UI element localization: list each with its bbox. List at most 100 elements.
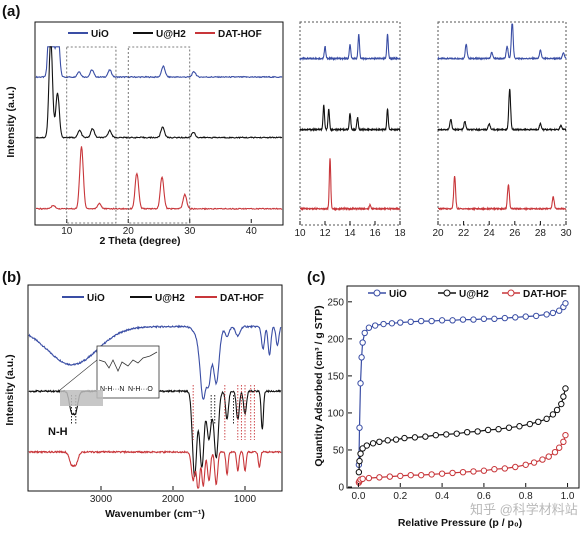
isotherm-legend-marker-uio	[373, 289, 381, 297]
isotherm-legend-label-u-h2: U@H2	[459, 289, 489, 300]
ftir-series-dat-hof-line	[28, 449, 282, 489]
isotherm-point-uio	[358, 354, 365, 361]
isotherm-point-dat-hof	[365, 474, 373, 482]
isotherm-point-u-h2	[355, 468, 363, 476]
isotherm-point-dat-hof	[470, 468, 477, 475]
x-tick-label-30: 30	[560, 228, 572, 239]
isotherm-y-axis-title: Quantity Adsorbed (cm³ / g STP)	[313, 305, 325, 466]
xrd-series-dat-hof-line	[300, 158, 401, 212]
isotherm-point-uio	[512, 314, 519, 321]
isotherm-point-uio	[371, 322, 379, 329]
isotherm-point-uio	[491, 315, 498, 323]
isotherm-point-uio	[449, 317, 456, 324]
isotherm-point-uio	[359, 339, 366, 346]
panel-a-frame	[34, 21, 284, 226]
isotherm-point-dat-hof	[539, 456, 546, 463]
isotherm-point-u-h2	[558, 400, 565, 408]
zoom-region-box-1	[66, 46, 117, 224]
isotherm-legend-label-uio: UiO	[389, 289, 407, 300]
x-tick-label-26: 26	[509, 228, 521, 239]
ftir-legend-label-u-h2: U@H2	[155, 293, 185, 304]
isotherm-point-dat-hof	[407, 471, 414, 479]
isotherm-point-dat-hof	[417, 471, 425, 479]
isotherm-point-dat-hof	[449, 469, 456, 477]
isotherm-point-uio	[397, 319, 404, 326]
xrd-zoom-1-plot: 10 12 14 16 18	[294, 21, 406, 239]
isotherm-point-dat-hof	[560, 438, 567, 446]
panel-c-isotherm: (c) 0.0 0.2 0.4 0.6 0.8 1.0 0 50 100 150 200 250 UiO…	[307, 269, 580, 529]
ftir-shaded-region	[60, 390, 103, 406]
x-tick-label-20: 20	[432, 228, 444, 239]
ftir-inset-frame	[96, 345, 160, 399]
isotherm-point-u-h2	[526, 420, 534, 428]
isotherm-point-dat-hof	[386, 473, 394, 480]
isotherm-point-uio	[428, 317, 435, 325]
isotherm-point-u-h2	[392, 436, 400, 443]
watermark: 知乎 @科学材料站	[470, 502, 578, 517]
nh-annotation: N-H	[48, 426, 68, 438]
isotherm-point-u-h2	[549, 411, 557, 418]
zoom-region-box-2	[127, 46, 191, 224]
isotherm-plot: 0.0 0.2 0.4 0.6 0.8 1.0 0 50 100 150 200 250 UiO U@H2…	[327, 289, 575, 502]
xrd-series-dat-hof-line	[36, 146, 283, 211]
isotherm-point-u-h2	[357, 450, 364, 457]
xrd-series-u-h2-line	[35, 46, 283, 140]
x-tick-label-14: 14	[344, 228, 356, 239]
isotherm-point-dat-hof	[555, 444, 563, 451]
isotherm-point-u-h2	[356, 457, 363, 465]
isotherm-point-u-h2	[376, 438, 383, 446]
isotherm-point-dat-hof	[545, 453, 552, 460]
isotherm-point-u-h2	[369, 440, 377, 447]
isotherm-point-dat-hof	[459, 468, 467, 476]
ftir-series-uio-line	[28, 324, 282, 400]
isotherm-point-u-h2	[359, 445, 366, 452]
isotherm-point-dat-hof	[512, 463, 519, 471]
isotherm-point-u-h2	[474, 428, 481, 435]
ftir-x-tick-label-3000: 3000	[90, 494, 113, 505]
x-tick-label-28: 28	[535, 228, 547, 239]
x-tick-label-24: 24	[484, 228, 496, 239]
ftir-inset-trace	[98, 351, 158, 372]
isotherm-point-uio	[549, 309, 557, 317]
xrd-series-u-h2-line	[299, 104, 401, 133]
isotherm-point-dat-hof	[551, 448, 559, 456]
legend-label-uio: UiO	[91, 29, 109, 40]
isotherm-point-u-h2	[562, 385, 569, 392]
isotherm-point-dat-hof	[501, 465, 509, 472]
isotherm-point-u-h2	[463, 428, 471, 436]
isotherm-point-dat-hof	[438, 470, 446, 477]
isotherm-point-uio	[365, 324, 373, 331]
isotherm-legend-label-dat-hof: DAT-HOF	[523, 289, 567, 300]
x-tick-label-30: 30	[184, 226, 196, 237]
isotherm-legend-marker-u-h2	[443, 289, 451, 297]
x-tick-label-20: 20	[123, 226, 135, 237]
isotherm-point-uio	[470, 316, 477, 323]
inset-pointer-line	[59, 359, 98, 391]
panel-b-frame	[27, 284, 283, 492]
isotherm-y-tick-label-0: 0	[338, 483, 344, 494]
xrd-series-dat-hof-line	[438, 176, 567, 212]
isotherm-point-uio	[407, 318, 414, 326]
isotherm-point-u-h2	[432, 431, 440, 439]
zoom-2-frame	[437, 21, 567, 226]
isotherm-point-dat-hof	[376, 474, 383, 481]
isotherm-point-uio	[501, 314, 509, 322]
isotherm-point-uio	[532, 312, 540, 320]
xrd-main-plot: 10 20 30 40 UiO U@H2 DAT-HOF	[35, 29, 283, 237]
zoom-1-frame	[299, 21, 401, 226]
isotherm-point-uio	[357, 380, 364, 387]
legend-label-u-h2: U@H2	[156, 29, 186, 40]
x-tick-label-18: 18	[394, 228, 406, 239]
xrd-series-uio-line	[35, 46, 283, 79]
isotherm-x-tick-label: 0.8	[519, 491, 533, 502]
ftir-inset: N-H···N N-H···O	[96, 345, 160, 399]
isotherm-y-tick-label-200: 200	[327, 334, 344, 345]
xrd-series-u-h2-line	[437, 88, 567, 133]
panel-label-a: (a)	[2, 3, 20, 20]
ftir-x-axis-title: Wavenumber (cm⁻¹)	[105, 508, 205, 520]
isotherm-point-dat-hof	[530, 459, 538, 466]
isotherm-point-dat-hof	[491, 466, 498, 473]
legend-label-dat-hof: DAT-HOF	[218, 29, 262, 40]
x-tick-label-10: 10	[61, 226, 73, 237]
